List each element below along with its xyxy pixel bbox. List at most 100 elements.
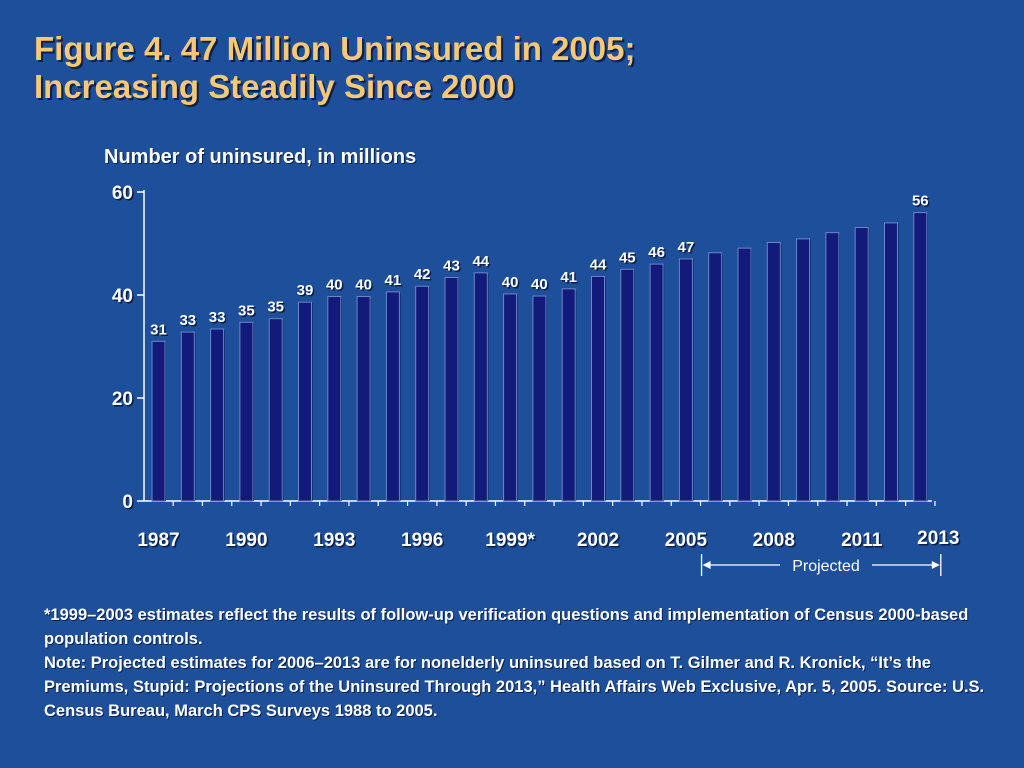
data-label-2004-shadow: 46: [650, 246, 667, 263]
x-tick-label-2013-shadow: 2013: [919, 530, 961, 551]
x-tick-label-2002-shadow: 2002: [578, 532, 620, 553]
bar-2010: [825, 232, 840, 502]
data-label-1995: 41: [385, 272, 402, 289]
footnote-revision: *1999–2003 estimates reflect the results…: [44, 606, 969, 648]
data-label-1987-shadow: 31: [152, 323, 169, 340]
y-tick-label-0-shadow: 0: [124, 494, 135, 515]
bar-2011: [854, 227, 869, 502]
data-label-1990: 35: [238, 302, 255, 319]
x-tick-label-1999-shadow: 1999*: [487, 532, 537, 553]
data-label-2005: 47: [678, 239, 695, 256]
bar-1990: [239, 321, 254, 502]
data-label-1997-shadow: 43: [445, 259, 462, 276]
bar-2003: [620, 268, 635, 502]
data-label-1989-shadow: 33: [210, 310, 227, 327]
data-label-1991-shadow: 35: [269, 300, 286, 317]
x-tick-label-2002: 2002: [577, 530, 619, 551]
y-tick-label-0: 0: [122, 492, 133, 513]
bar-2009: [796, 238, 811, 502]
data-label-1994-shadow: 40: [357, 278, 374, 295]
x-tick-label-1993-shadow: 1993: [315, 532, 357, 553]
bar-1989: [210, 328, 225, 502]
x-tick-label-1993: 1993: [313, 530, 355, 551]
bar-2008: [766, 241, 781, 502]
data-label-2002: 44: [590, 256, 607, 273]
chart-title-line-2: Increasing Steadily Since 2000: [34, 68, 515, 105]
bar-1993: [327, 296, 342, 502]
bar-2000: [532, 295, 547, 502]
data-label-2001: 41: [560, 269, 577, 286]
x-tick-label-2005-shadow: 2005: [666, 532, 709, 553]
bar-2004: [649, 263, 664, 502]
data-label-1994: 40: [355, 277, 372, 294]
footnotes: *1999–2003 estimates reflect the results…: [44, 603, 994, 723]
data-label-1999-shadow: 40: [503, 275, 520, 292]
bar-2001: [561, 288, 576, 502]
projected-arrowhead-left: [702, 561, 711, 569]
bar-1987: [151, 340, 166, 502]
y-tick-label-60-shadow: 60: [113, 185, 134, 206]
y-axis-label: Number of uninsured, in millions: [104, 146, 417, 168]
bar-1998: [473, 272, 488, 502]
data-label-1995-shadow: 41: [386, 273, 403, 290]
x-tick-label-1987: 1987: [137, 530, 179, 551]
x-tick-label-1987-shadow: 1987: [139, 532, 181, 553]
projected-label: Projected: [792, 558, 860, 575]
bar-2002: [591, 275, 605, 502]
x-tick-label-2011-shadow: 2011: [843, 532, 885, 553]
x-tick-label-2013: 2013: [917, 528, 959, 549]
x-tick-label-2011: 2011: [841, 530, 883, 551]
x-tick-label-2008: 2008: [753, 530, 795, 551]
chart-title-line-1: Figure 4. 47 Million Uninsured in 2005;: [34, 30, 636, 67]
bar-1988: [180, 331, 195, 502]
x-tick-label-1990-shadow: 1990: [227, 532, 269, 553]
data-label-1990-shadow: 35: [240, 304, 257, 321]
bar-1994: [356, 296, 371, 502]
bar-1991: [268, 318, 283, 502]
y-tick-label-40: 40: [112, 286, 133, 307]
data-label-1999: 40: [502, 274, 519, 291]
data-label-2000: 40: [531, 276, 548, 293]
bar-2007: [737, 247, 752, 502]
bar-1995: [385, 291, 400, 502]
data-label-1996: 42: [414, 266, 431, 283]
data-label-1992: 39: [297, 282, 314, 299]
data-label-1997: 43: [443, 257, 460, 274]
data-label-1987: 31: [150, 321, 167, 338]
data-label-1998: 44: [472, 253, 489, 270]
data-label-1988-shadow: 33: [181, 314, 198, 331]
y-tick-label-20: 20: [112, 389, 133, 410]
data-label-2002-shadow: 44: [591, 258, 608, 275]
data-label-1991: 35: [267, 299, 284, 316]
x-tick-label-1996: 1996: [401, 530, 443, 551]
data-label-1989: 33: [209, 309, 226, 326]
bar-2012: [884, 222, 898, 502]
bar-2006: [708, 252, 723, 502]
y-tick-label-60: 60: [112, 183, 133, 204]
data-label-2000-shadow: 40: [533, 278, 550, 295]
data-label-1988: 33: [179, 312, 196, 329]
data-label-2003-shadow: 45: [620, 251, 637, 268]
bar-1992: [298, 301, 312, 502]
data-label-1996-shadow: 42: [415, 268, 432, 285]
data-label-2005-shadow: 47: [679, 240, 696, 257]
data-label-2013: 56: [912, 193, 929, 210]
x-tick-label-2008-shadow: 2008: [754, 532, 796, 553]
x-tick-label-1996-shadow: 1996: [403, 532, 445, 553]
projected-arrowhead-right: [931, 561, 940, 569]
chart-title: Figure 4. 47 Million Uninsured in 2005; …: [34, 30, 635, 106]
footnote-source: Note: Projected estimates for 2006–2013 …: [44, 654, 985, 720]
data-label-2013-shadow: 56: [913, 194, 930, 211]
data-label-1993: 40: [326, 277, 343, 294]
data-label-2004: 46: [648, 244, 665, 261]
bar-1999: [503, 293, 518, 502]
x-tick-label-1999: 1999*: [485, 530, 535, 551]
bar-2013: [913, 212, 928, 502]
bar-1996: [415, 285, 430, 502]
y-tick-label-40-shadow: 40: [113, 288, 134, 309]
data-label-2003: 45: [619, 249, 636, 266]
bar-1997: [444, 276, 459, 502]
data-label-1993-shadow: 40: [327, 278, 344, 295]
data-label-1998-shadow: 44: [474, 254, 491, 271]
